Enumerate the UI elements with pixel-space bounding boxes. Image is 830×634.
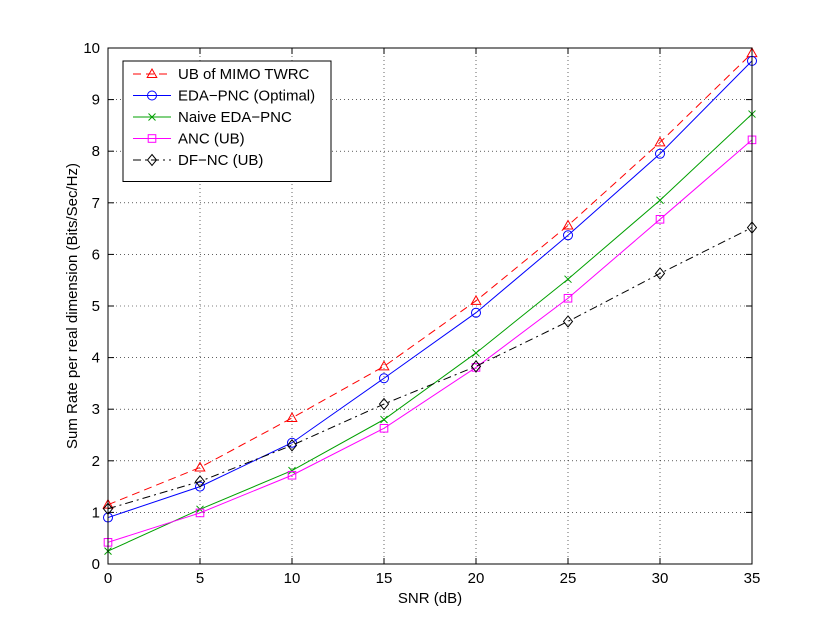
data-point	[379, 423, 389, 433]
data-point	[287, 437, 297, 448]
x-marker-stroke	[148, 113, 156, 121]
y-axis-label: Sum Rate per real dimension (Bits/Sec/Hz…	[64, 163, 81, 449]
legend-label: EDA−PNC (Optimal)	[178, 88, 315, 105]
data-point	[470, 294, 482, 305]
series-line	[107, 52, 753, 506]
data-point	[286, 439, 298, 452]
x-marker-stroke	[380, 415, 388, 424]
legend-entry: UB of MIMO TWRC	[133, 66, 310, 83]
legend-marker	[147, 90, 157, 101]
x-tick-label: 10	[284, 570, 301, 587]
legend-label: DF−NC (UB)	[178, 152, 263, 169]
x-tick-label: 15	[376, 570, 393, 587]
legend-marker	[146, 67, 158, 78]
data-point	[194, 475, 206, 488]
series-line	[107, 113, 753, 552]
x-tick-label: 30	[652, 570, 669, 587]
y-tick-label: 0	[92, 556, 100, 573]
data-point	[655, 148, 665, 159]
y-tick-label: 10	[83, 40, 100, 57]
legend-label: Naive EDA−PNC	[178, 109, 292, 126]
series-5	[102, 221, 758, 516]
data-point	[563, 230, 573, 241]
data-point	[379, 373, 389, 384]
legend-marker	[147, 134, 157, 143]
y-tick-label: 8	[92, 143, 100, 160]
legend: UB of MIMO TWRC EDA−PNC (Optimal) Naive ED…	[122, 60, 332, 182]
x-tick-label: 25	[560, 570, 577, 587]
x-marker-stroke	[472, 349, 480, 357]
data-point	[563, 293, 573, 303]
data-point	[287, 470, 297, 480]
data-point	[654, 136, 666, 147]
x-tick-label: 35	[744, 570, 761, 587]
data-point	[380, 415, 388, 424]
legend-box	[122, 60, 332, 182]
data-point	[562, 315, 574, 328]
data-point	[195, 481, 205, 492]
grid	[108, 48, 752, 564]
data-point	[286, 411, 298, 422]
y-tick-label: 7	[92, 195, 100, 212]
x-marker-stroke	[564, 275, 572, 284]
x-tick-label: 20	[468, 570, 485, 587]
legend-label: UB of MIMO TWRC	[178, 66, 310, 83]
series-line	[107, 139, 753, 543]
data-point	[378, 397, 390, 411]
y-tick-label: 2	[92, 453, 100, 470]
y-tick-label: 5	[92, 298, 100, 315]
x-marker-stroke	[288, 466, 296, 475]
legend-label: ANC (UB)	[178, 131, 245, 148]
data-point	[472, 349, 480, 357]
legend-entry: DF−NC (UB)	[133, 152, 263, 169]
series-line	[107, 227, 753, 510]
legend-marker	[148, 113, 156, 121]
y-tick-label: 3	[92, 401, 100, 418]
legend-entry: EDA−PNC (Optimal)	[133, 88, 315, 105]
data-point	[655, 215, 665, 224]
y-tick-label: 4	[92, 350, 100, 367]
y-tick-label: 1	[92, 504, 100, 521]
x-tick-label: 5	[196, 570, 204, 587]
data-point	[562, 219, 574, 230]
series-group	[102, 47, 758, 555]
y-tick-label: 6	[92, 246, 100, 263]
x-tick-label: 0	[104, 570, 112, 587]
axis-ticks: 0 5 10 15 20 25 30 35 0 1 2 3 4 5 6 7 8 9 10	[83, 40, 760, 587]
data-point	[378, 360, 390, 371]
y-tick-label: 9	[92, 92, 100, 109]
data-point	[195, 508, 205, 518]
data-point	[471, 307, 481, 318]
data-point	[194, 461, 206, 472]
legend-entry: ANC (UB)	[133, 131, 245, 148]
data-point	[288, 466, 296, 475]
data-point	[656, 196, 664, 205]
legend-marker	[146, 153, 158, 167]
data-point	[654, 267, 666, 280]
data-point	[564, 275, 572, 284]
legend-entry: Naive EDA−PNC	[133, 109, 292, 126]
x-axis-label: SNR (dB)	[398, 590, 462, 607]
series-line	[107, 60, 753, 519]
x-marker-stroke	[656, 196, 664, 205]
data-point	[470, 360, 482, 373]
